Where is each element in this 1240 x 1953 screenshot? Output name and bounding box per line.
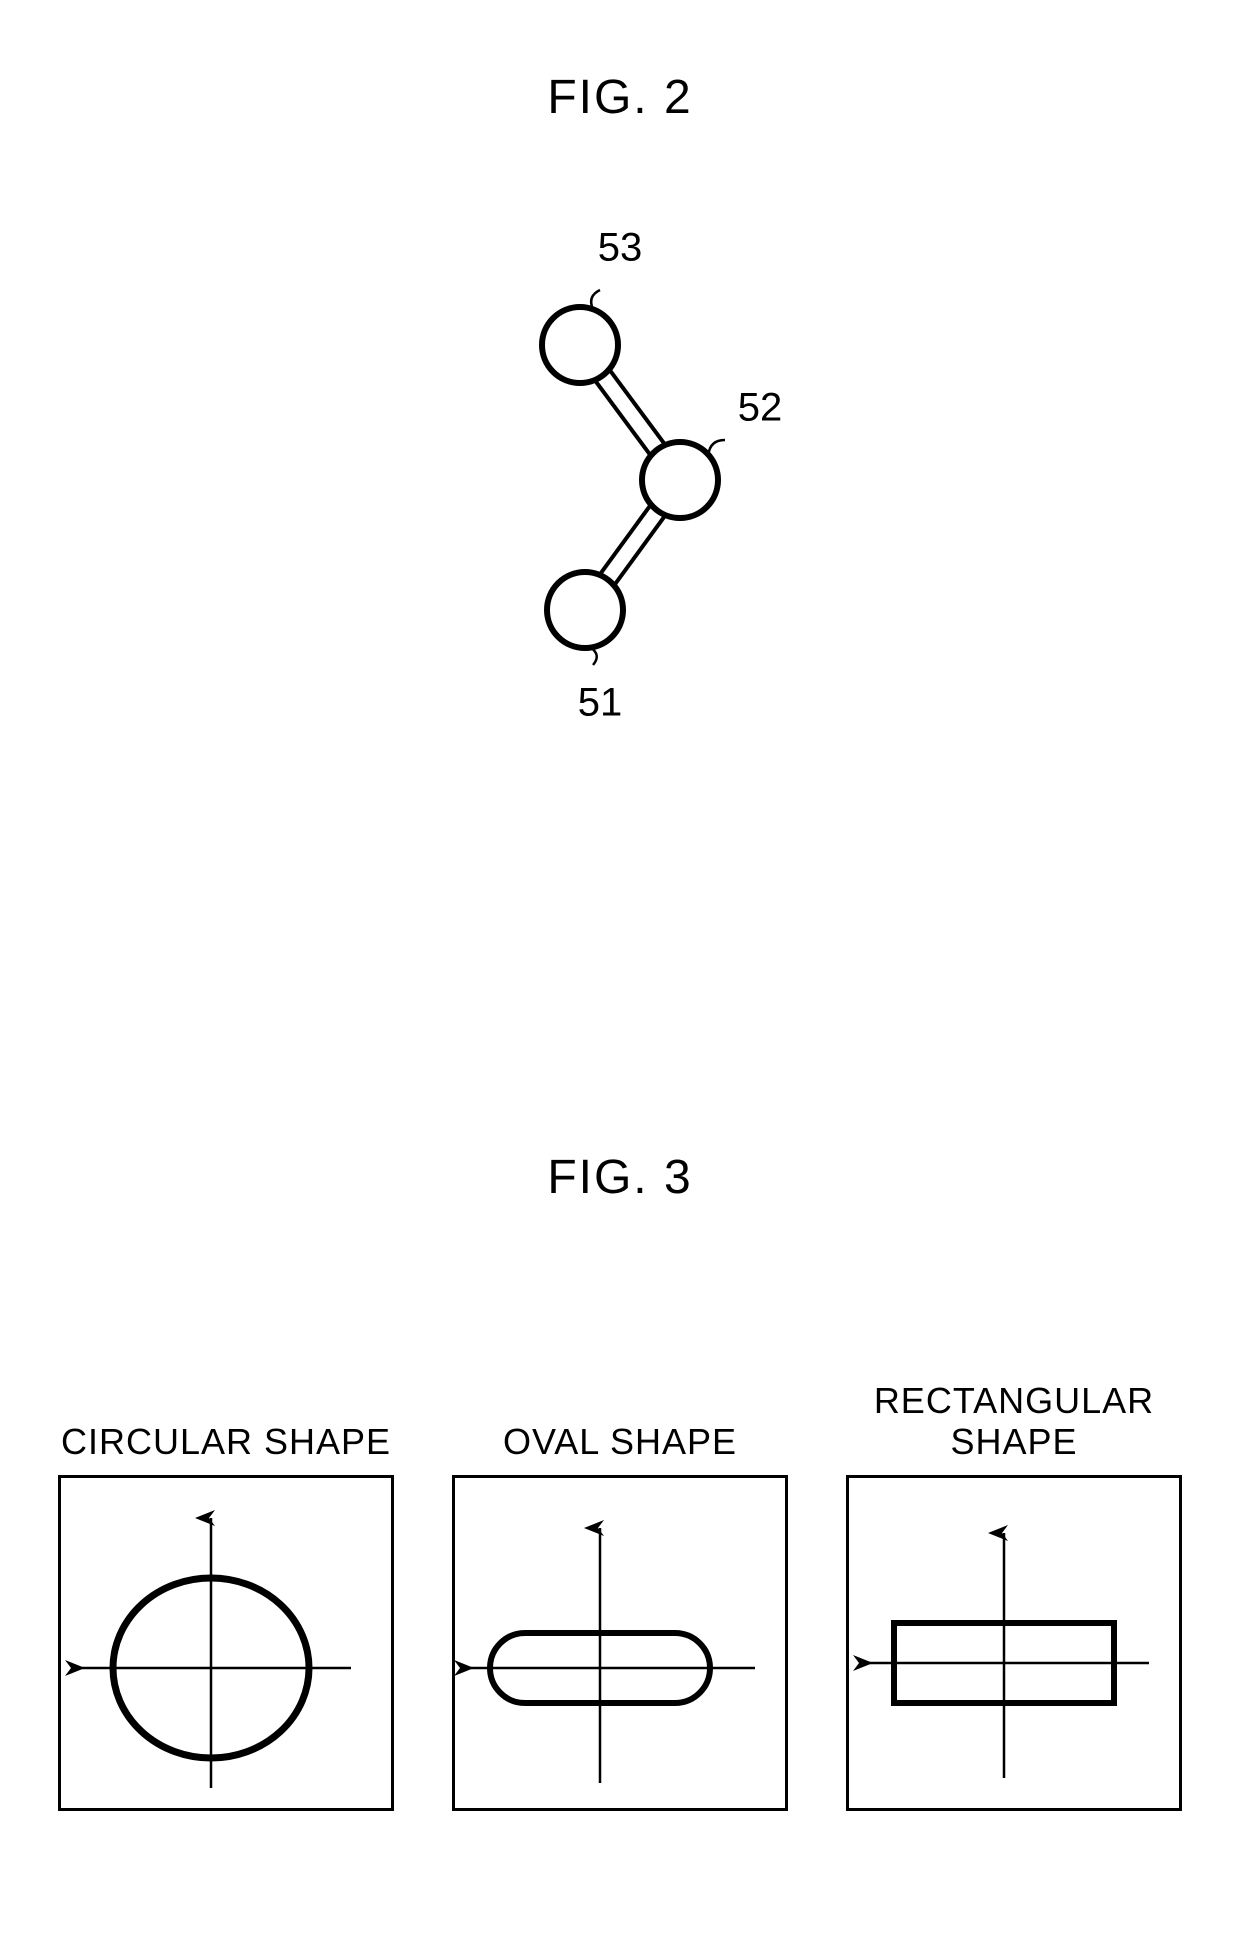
node-label-51: 51 bbox=[578, 681, 623, 725]
lead-line-52 bbox=[708, 440, 725, 455]
atom-node-52 bbox=[642, 442, 718, 518]
shape-panel bbox=[58, 1475, 394, 1811]
figure-3-panels: CIRCULAR SHAPE OVAL SHAPE RECTANGULARSHAPE bbox=[0, 1380, 1240, 1811]
node-label-52: 52 bbox=[738, 386, 783, 430]
bond-line bbox=[615, 516, 665, 585]
shape-column-2: RECTANGULARSHAPE bbox=[846, 1380, 1182, 1811]
page: FIG. 2 51 52 53 FIG. 3 CIRCULAR SHAPE OVAL … bbox=[0, 0, 1240, 1953]
figure-3-title: FIG. 3 bbox=[0, 1150, 1240, 1205]
shape-panel bbox=[846, 1475, 1182, 1811]
shape-column-0: CIRCULAR SHAPE bbox=[58, 1421, 394, 1810]
shape-label: RECTANGULARSHAPE bbox=[874, 1380, 1154, 1463]
shape-panel bbox=[452, 1475, 788, 1811]
shape-column-1: OVAL SHAPE bbox=[452, 1421, 788, 1810]
atom-node-51 bbox=[547, 572, 623, 648]
figure-2-diagram: 51 52 53 bbox=[420, 190, 840, 750]
node-label-53: 53 bbox=[598, 226, 643, 270]
bond-line bbox=[610, 370, 665, 444]
bond-line bbox=[600, 505, 650, 574]
atom-node-53 bbox=[542, 307, 618, 383]
shape-label: CIRCULAR SHAPE bbox=[61, 1421, 391, 1462]
bond-line bbox=[595, 381, 650, 455]
shape-label: OVAL SHAPE bbox=[503, 1421, 737, 1462]
figure-2-title: FIG. 2 bbox=[0, 70, 1240, 125]
lead-line-53 bbox=[591, 290, 600, 309]
